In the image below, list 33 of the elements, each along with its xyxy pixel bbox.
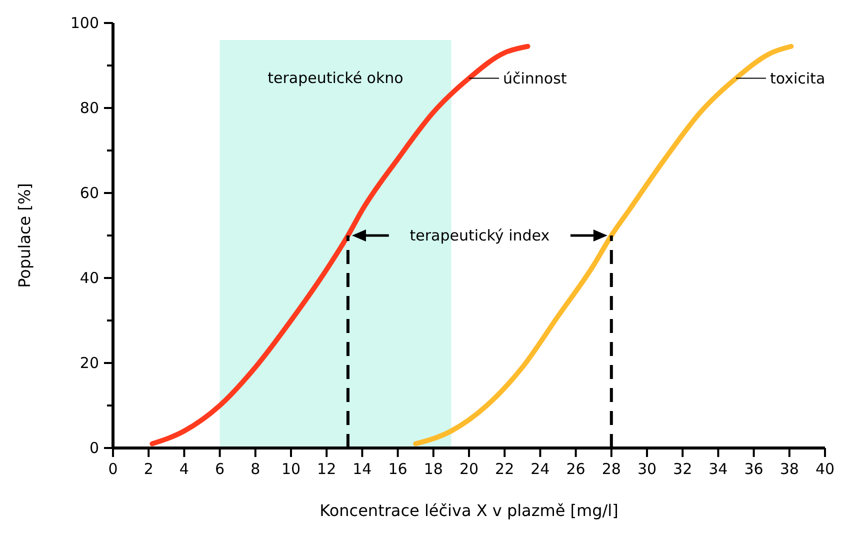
x-tick-label: 0 <box>108 460 118 478</box>
y-tick-label: 0 <box>89 439 99 457</box>
x-tick-label: 30 <box>637 460 657 478</box>
x-tick-label: 22 <box>495 460 514 478</box>
x-tick-label: 34 <box>708 460 728 478</box>
series-label: účinnost <box>503 69 567 88</box>
x-tick-label: 8 <box>250 460 260 478</box>
x-tick-label: 2 <box>144 460 154 478</box>
x-tick-label: 28 <box>602 460 621 478</box>
x-tick-label: 24 <box>530 460 550 478</box>
x-tick-label: 12 <box>317 460 336 478</box>
x-tick-label: 18 <box>424 460 443 478</box>
x-tick-label: 6 <box>215 460 225 478</box>
y-tick-label: 20 <box>80 354 99 372</box>
y-tick-label: 100 <box>70 14 99 32</box>
x-tick-label: 14 <box>352 460 372 478</box>
x-tick-label: 38 <box>780 460 799 478</box>
annotation: terapeutický index <box>410 226 550 244</box>
x-axis-title: Koncentrace léčiva X v plazmě [mg/l] <box>320 501 618 520</box>
x-tick-label: 40 <box>815 460 835 478</box>
band-label: terapeutické okno <box>268 69 404 87</box>
x-tick-label: 16 <box>388 460 408 478</box>
x-tick-label: 10 <box>281 460 301 478</box>
series-label: toxicita <box>770 69 826 88</box>
x-tick-label: 26 <box>566 460 586 478</box>
y-axis-title: Populace [%] <box>15 183 34 288</box>
x-tick-label: 4 <box>179 460 189 478</box>
x-tick-label: 36 <box>744 460 764 478</box>
x-tick-label: 32 <box>673 460 692 478</box>
y-tick-label: 80 <box>80 99 99 117</box>
x-tick-label: 20 <box>459 460 479 478</box>
y-tick-label: 40 <box>80 269 99 287</box>
y-tick-label: 60 <box>80 184 99 202</box>
